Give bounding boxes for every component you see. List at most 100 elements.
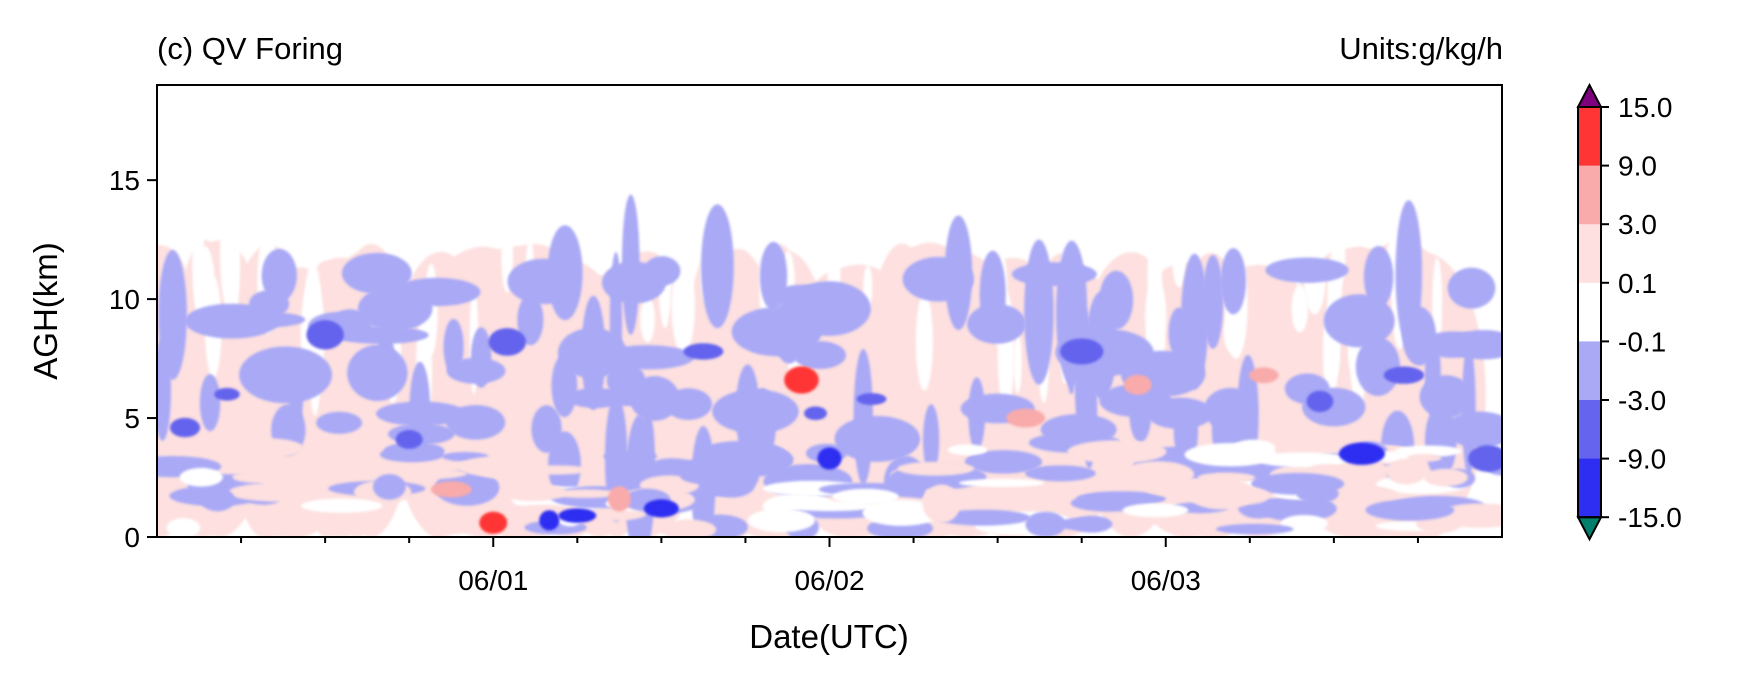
blue-region bbox=[1447, 267, 1496, 309]
low-level-region bbox=[1058, 517, 1098, 531]
blue-region bbox=[1355, 337, 1401, 396]
blue-region bbox=[1024, 239, 1054, 385]
low-level-region bbox=[660, 519, 717, 537]
colorbar-tick-label: -3.0 bbox=[1618, 385, 1666, 416]
low-level-region bbox=[1215, 523, 1294, 535]
blue-region bbox=[1444, 411, 1502, 448]
blue-region bbox=[600, 345, 694, 370]
low-level-region bbox=[230, 438, 304, 458]
low-level-region bbox=[1121, 461, 1195, 488]
low-level-region bbox=[1232, 439, 1276, 457]
colorbar-tick-label: -0.1 bbox=[1618, 326, 1666, 357]
blue-region bbox=[735, 364, 760, 459]
forcing-cell bbox=[169, 417, 201, 438]
low-level-region bbox=[519, 465, 591, 475]
blue-region bbox=[1419, 375, 1473, 419]
forcing-cell bbox=[306, 320, 344, 350]
low-level-region bbox=[1394, 445, 1462, 457]
low-level-region bbox=[862, 499, 941, 526]
low-level-region bbox=[500, 483, 567, 502]
low-level-region bbox=[935, 509, 1031, 526]
forcing-cell bbox=[804, 406, 827, 421]
colorbar-extend-under bbox=[1576, 516, 1603, 542]
blue-region bbox=[199, 374, 221, 432]
blue-region bbox=[1085, 291, 1117, 400]
forcing-core bbox=[488, 519, 499, 526]
low-level-region bbox=[1386, 458, 1427, 485]
blue-region bbox=[1323, 294, 1395, 348]
forcing-core bbox=[544, 517, 555, 524]
forcing-core bbox=[1356, 450, 1367, 457]
forcing-cell bbox=[1187, 478, 1256, 510]
blue-region bbox=[261, 248, 297, 303]
y-tick-label: 5 bbox=[124, 403, 140, 434]
blue-region bbox=[581, 295, 606, 411]
low-level-region bbox=[897, 461, 975, 476]
forcing-core bbox=[824, 455, 835, 462]
low-level-region bbox=[200, 487, 235, 512]
neutral-gap bbox=[640, 296, 655, 343]
low-level-region bbox=[1251, 472, 1345, 495]
blue-region bbox=[1363, 246, 1394, 308]
forcing-cell bbox=[683, 343, 724, 360]
colorbar-segment bbox=[1578, 107, 1601, 167]
blue-region bbox=[701, 204, 734, 329]
blue-region bbox=[1220, 248, 1247, 315]
low-level-region bbox=[457, 456, 539, 478]
low-level-region bbox=[603, 451, 658, 461]
units-label: Units:g/kg/h bbox=[1339, 31, 1503, 66]
blue-region bbox=[1265, 257, 1349, 283]
forcing-cell bbox=[248, 290, 290, 318]
colorbar-tick-label: 9.0 bbox=[1618, 151, 1657, 182]
blue-region bbox=[333, 309, 367, 333]
low-level-region bbox=[1122, 503, 1189, 518]
colorbar-tick-label: 0.1 bbox=[1618, 268, 1657, 299]
forcing-cell bbox=[214, 387, 240, 401]
low-level-region bbox=[1406, 453, 1442, 462]
low-level-region bbox=[1309, 464, 1343, 475]
y-tick-label: 15 bbox=[109, 165, 140, 196]
blue-region bbox=[773, 284, 835, 308]
neutral-gap bbox=[1291, 285, 1309, 333]
low-level-region bbox=[959, 478, 1045, 488]
low-level-region bbox=[300, 498, 383, 513]
forcing-cell bbox=[1468, 445, 1502, 472]
colorbar-segment bbox=[1578, 224, 1601, 284]
forcing-cell bbox=[488, 328, 527, 356]
low-level-region bbox=[699, 440, 785, 466]
blue-region bbox=[902, 256, 974, 302]
low-level-region bbox=[440, 521, 471, 535]
y-axis-label: AGH(km) bbox=[27, 242, 64, 379]
blue-region bbox=[1011, 262, 1097, 287]
blue-region bbox=[979, 250, 1006, 339]
y-axis: 0 5 10 15 bbox=[109, 165, 157, 553]
forcing-core bbox=[656, 505, 667, 512]
low-level-region bbox=[1025, 465, 1096, 482]
blue-region bbox=[341, 252, 412, 294]
blue-region bbox=[793, 341, 846, 370]
low-level-region bbox=[1025, 511, 1066, 537]
x-axis: 06/01 06/02 06/03 bbox=[240, 537, 1419, 596]
colorbar-tick-label: -9.0 bbox=[1618, 444, 1666, 475]
colorbar-segment bbox=[1578, 341, 1601, 401]
forcing-cell bbox=[1123, 374, 1152, 395]
forcing-cell bbox=[1006, 408, 1046, 428]
colorbar-tick-label: 15.0 bbox=[1618, 92, 1673, 123]
colorbar-tick-label: 3.0 bbox=[1618, 209, 1657, 240]
blue-region bbox=[1202, 254, 1224, 349]
colorbar-segment bbox=[1578, 400, 1601, 460]
forcing-core bbox=[572, 512, 583, 519]
low-level-region bbox=[1067, 440, 1167, 464]
low-level-region bbox=[1365, 499, 1455, 521]
forcing-cell bbox=[707, 471, 756, 498]
low-level-region bbox=[1076, 491, 1166, 507]
neutral-gap bbox=[1171, 219, 1187, 288]
colorbar-frame bbox=[1577, 106, 1602, 519]
colorbar-segment bbox=[1578, 458, 1601, 518]
blue-region bbox=[507, 258, 579, 305]
blue-region bbox=[773, 298, 805, 364]
low-level-region bbox=[747, 508, 816, 533]
colorbar: 15.0 9.0 3.0 0.1 -0.1 -3.0 -9.0 -15.0 bbox=[1576, 82, 1682, 542]
blue-region bbox=[239, 346, 333, 404]
